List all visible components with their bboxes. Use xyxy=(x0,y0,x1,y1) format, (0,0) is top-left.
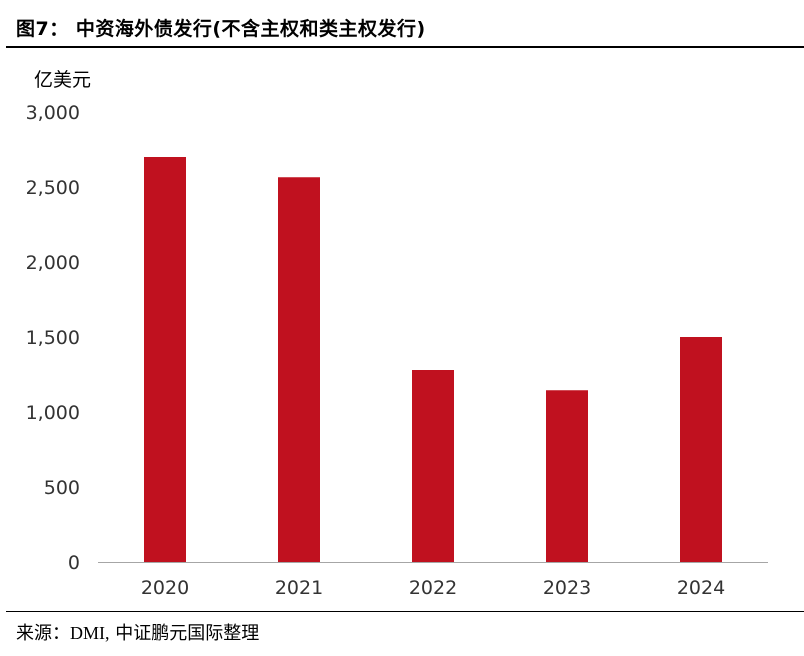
x-tick-label: 2020 xyxy=(141,577,189,599)
y-tick-label: 3,000 xyxy=(26,102,80,124)
x-tick-label: 2021 xyxy=(275,577,323,599)
x-tick-label: 2022 xyxy=(409,577,457,599)
y-axis-ticks: 0 500 1,000 1,500 2,000 2,500 3,000 xyxy=(26,102,80,574)
bar-2024 xyxy=(680,337,722,562)
y-tick-label: 2,000 xyxy=(26,252,80,274)
source-dmi: DMI, xyxy=(70,623,110,643)
bar-2020 xyxy=(144,157,186,562)
y-tick-label: 1,000 xyxy=(26,402,80,424)
source-prefix: 来源： xyxy=(16,623,70,644)
title-rule xyxy=(6,46,804,48)
x-tick-label: 2024 xyxy=(677,577,725,599)
source-note: 来源：DMI, 中证鹏元国际整理 xyxy=(16,619,259,645)
y-axis-unit-label: 亿美元 xyxy=(34,69,91,91)
bar-2023 xyxy=(546,390,588,562)
x-axis-ticks: 2020 2021 2022 2023 2024 xyxy=(141,577,725,599)
y-tick-label: 500 xyxy=(44,477,80,499)
footer-rule xyxy=(6,611,804,612)
bar-2021 xyxy=(278,177,320,562)
y-tick-label: 2,500 xyxy=(26,177,80,199)
figure-title: 图7： 中资海外债发行(不含主权和类主权发行) xyxy=(16,18,426,40)
source-suffix: 中证鹏元国际整理 xyxy=(109,623,260,644)
bar-2022 xyxy=(412,370,454,562)
bars xyxy=(144,157,722,562)
y-tick-label: 1,500 xyxy=(26,327,80,349)
x-tick-label: 2023 xyxy=(543,577,591,599)
y-tick-label: 0 xyxy=(68,552,80,574)
